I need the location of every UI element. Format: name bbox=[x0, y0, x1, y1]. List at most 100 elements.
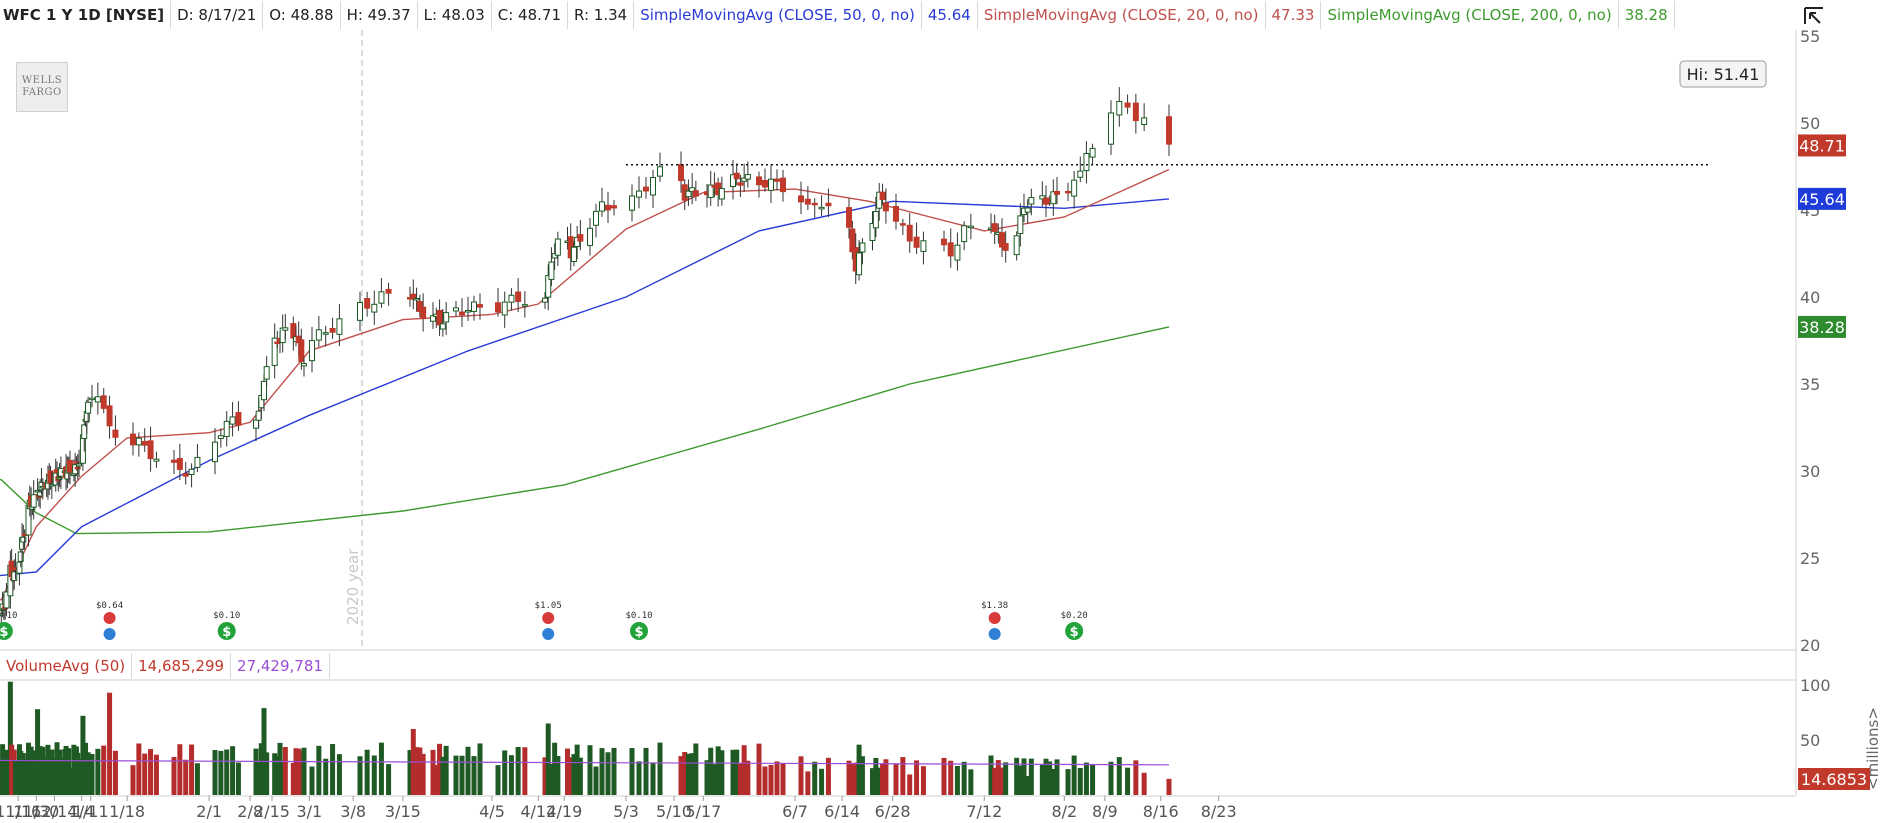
candle-body bbox=[508, 294, 515, 303]
candle-body bbox=[1132, 102, 1139, 122]
candle-body bbox=[893, 205, 899, 222]
volume-bar bbox=[256, 761, 262, 795]
volume-bar bbox=[988, 755, 994, 795]
volume-bar bbox=[545, 723, 551, 795]
y-tick-label: 40 bbox=[1800, 288, 1820, 307]
x-tick-label: 8/9 bbox=[1092, 802, 1118, 821]
collapse-panel-icon[interactable] bbox=[1802, 4, 1826, 28]
earnings-info-icon bbox=[542, 628, 555, 640]
volume-bar bbox=[574, 744, 580, 795]
candle-body bbox=[551, 253, 558, 259]
candle-body bbox=[846, 207, 852, 228]
candle-body bbox=[920, 240, 927, 252]
y-tick-label: 55 bbox=[1800, 27, 1820, 46]
close-value: C: 48.71 bbox=[492, 1, 568, 29]
volume-study-label[interactable]: VolumeAvg (50) bbox=[0, 653, 133, 679]
candle-body bbox=[629, 195, 635, 211]
volume-bar bbox=[883, 759, 889, 795]
volume-bar bbox=[685, 753, 691, 795]
events-group: $ $0.10 $ $0.10 $ $0.10 $ $0.20 $0.64 $1.05 $1.38 bbox=[0, 601, 1088, 640]
volume-bar bbox=[142, 753, 148, 795]
volume-bar bbox=[407, 750, 413, 795]
candle-body bbox=[1116, 101, 1123, 116]
candle-body bbox=[212, 441, 218, 463]
candle-body bbox=[135, 437, 142, 446]
candle-body bbox=[420, 306, 427, 320]
volume-bar bbox=[593, 766, 599, 795]
candle-body bbox=[869, 222, 876, 241]
candle-body bbox=[574, 236, 581, 248]
x-tick-label: 8/2 bbox=[1051, 802, 1077, 821]
volume-bar bbox=[298, 751, 304, 795]
volume-bar bbox=[443, 745, 449, 795]
volume-bar bbox=[819, 768, 825, 795]
dividend-icon bbox=[217, 622, 236, 640]
candle-body bbox=[521, 304, 528, 307]
volume-bar bbox=[812, 761, 818, 795]
volume-bar bbox=[1071, 755, 1077, 795]
candle-body bbox=[882, 202, 889, 212]
volume-bar bbox=[780, 763, 786, 795]
volume-bar bbox=[1108, 761, 1114, 795]
volume-bar bbox=[870, 768, 875, 795]
dividend-label: $0.10 bbox=[625, 611, 652, 621]
volume-bar bbox=[301, 747, 307, 795]
candle-body bbox=[364, 297, 371, 309]
volume-bar bbox=[1054, 759, 1060, 795]
volume-bar bbox=[153, 754, 159, 795]
candle-body bbox=[274, 341, 281, 345]
volume-bar bbox=[605, 752, 611, 795]
candle-body bbox=[1089, 147, 1096, 158]
candle-body bbox=[768, 178, 774, 191]
candle-body bbox=[643, 186, 649, 192]
volume-last-tag-box bbox=[1798, 768, 1870, 790]
candle-body bbox=[798, 195, 804, 203]
sma50-line-group bbox=[0, 198, 1170, 577]
earnings-info-icon bbox=[103, 628, 116, 640]
candle-body bbox=[678, 164, 684, 182]
x-tick-label: 5/17 bbox=[685, 802, 721, 821]
sma200-study-label[interactable]: SimpleMovingAvg (CLOSE, 200, 0, no) bbox=[1321, 1, 1619, 29]
volume-bar bbox=[587, 745, 593, 795]
candle-body bbox=[1083, 152, 1090, 172]
volume-bar bbox=[316, 745, 322, 795]
candle-body bbox=[941, 238, 947, 246]
candle-body bbox=[685, 190, 692, 198]
sma50-tag-text: 45.64 bbox=[1799, 190, 1845, 209]
volume-bar bbox=[49, 749, 55, 795]
candle-body bbox=[1017, 215, 1024, 235]
candle-body bbox=[30, 494, 37, 508]
volume-bar bbox=[774, 761, 780, 795]
candle-body bbox=[471, 301, 477, 312]
earnings-icon bbox=[103, 612, 116, 624]
volume-bar bbox=[880, 763, 886, 795]
candle-body bbox=[130, 433, 136, 446]
symbol-label[interactable]: WFC 1 Y 1D [NYSE] bbox=[0, 1, 172, 29]
x-tick-label: 7/12 bbox=[966, 802, 1002, 821]
candle-body bbox=[309, 340, 315, 362]
candle-body bbox=[605, 204, 611, 211]
volume-bar bbox=[459, 755, 465, 795]
candle-body bbox=[290, 323, 297, 339]
candle-body bbox=[774, 178, 780, 182]
sma20-study-label[interactable]: SimpleMovingAvg (CLOSE, 20, 0, no) bbox=[978, 1, 1266, 29]
sma50-tag-box bbox=[1798, 187, 1846, 210]
volume-bar bbox=[290, 762, 296, 795]
sma50-study-label[interactable]: SimpleMovingAvg (CLOSE, 50, 0, no) bbox=[634, 1, 922, 29]
candle-body bbox=[271, 337, 278, 366]
volume-bar bbox=[1090, 764, 1096, 795]
candle-body bbox=[1039, 195, 1046, 200]
candle-body bbox=[1065, 190, 1071, 194]
dividend-label: $0.10 bbox=[0, 611, 17, 621]
x-tick-label: 11/30 bbox=[13, 802, 59, 821]
volume-bar bbox=[995, 760, 1001, 795]
candle-body bbox=[16, 561, 23, 574]
dividend-icon bbox=[1065, 622, 1084, 640]
x-tick-label: 1/4 bbox=[69, 802, 95, 821]
volume-bar bbox=[282, 746, 288, 795]
candle-body bbox=[188, 468, 195, 476]
candle-body bbox=[947, 242, 954, 257]
candle-body bbox=[416, 301, 423, 313]
candle-body bbox=[315, 329, 322, 341]
